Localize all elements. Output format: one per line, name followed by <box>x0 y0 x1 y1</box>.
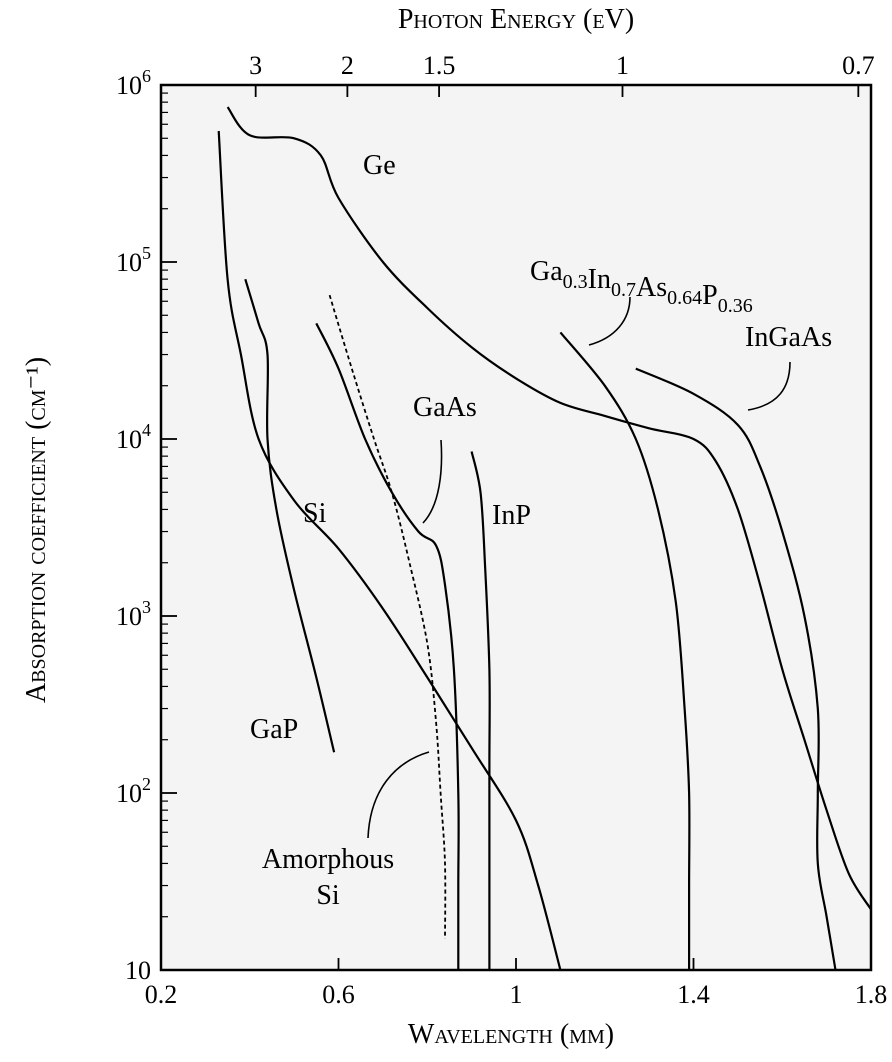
top-axis-title: Photon Energy (eV) <box>398 4 634 35</box>
y-tick-label: 102 <box>116 774 151 808</box>
x-tick-label: 1.4 <box>677 980 710 1009</box>
series-si-line <box>217 130 562 971</box>
y-tick-label: 103 <box>116 597 151 631</box>
x-tick-label: 1 <box>510 980 523 1009</box>
x-tick-label: 0.6 <box>322 980 355 1009</box>
label-amorphous: Amorphous <box>262 844 394 875</box>
top-tick-label: 1 <box>616 51 629 80</box>
series-amorphous-si-line <box>328 294 447 939</box>
series-gaas-line <box>315 322 460 970</box>
top-tick-label: 3 <box>249 51 262 80</box>
y-tick-label: 105 <box>116 243 151 277</box>
y-axis-title: Absorption coefficient (cm⁻¹) <box>21 357 52 703</box>
leader-amorphous <box>367 751 430 839</box>
label-amorphous-si: Si <box>316 880 340 911</box>
label-gap: GaP <box>250 714 298 745</box>
y-tick-label: 104 <box>116 420 151 454</box>
curves-layer <box>217 106 872 971</box>
label-gainasp: Ga0.3In0.7As0.64P0.36 <box>530 256 753 317</box>
label-ge: Ge <box>363 150 396 181</box>
ticks-layer: 0.2 0.6 1 1.4 1.8 10 102 103 104 105 106 3 2 1.5 1 0.7 <box>116 51 887 1009</box>
label-si: Si <box>303 498 327 529</box>
x-tick-label: 1.8 <box>855 980 888 1009</box>
y-tick-label: 106 <box>116 66 151 100</box>
leader-ingaas <box>747 361 791 411</box>
top-tick-label: 1.5 <box>423 51 456 80</box>
series-ingaas-line <box>635 367 837 971</box>
series-ga0-3in0-7as0-64p0-36-line <box>559 331 691 971</box>
series-inp-line <box>470 451 491 970</box>
label-gaas: GaAs <box>413 392 477 423</box>
series-gap-line <box>244 278 336 753</box>
series-ge-line <box>226 106 872 910</box>
label-ingaas: InGaAs <box>745 322 832 353</box>
x-axis-title: Wavelength (μm) <box>408 1019 614 1050</box>
leader-gainasp <box>588 296 631 346</box>
x-tick-label: 0.2 <box>145 980 178 1009</box>
top-tick-label: 0.7 <box>842 51 875 80</box>
label-inp: InP <box>492 500 531 531</box>
top-tick-label: 2 <box>341 51 354 80</box>
y-tick-label: 10 <box>125 956 151 985</box>
leader-gaas <box>422 439 443 524</box>
